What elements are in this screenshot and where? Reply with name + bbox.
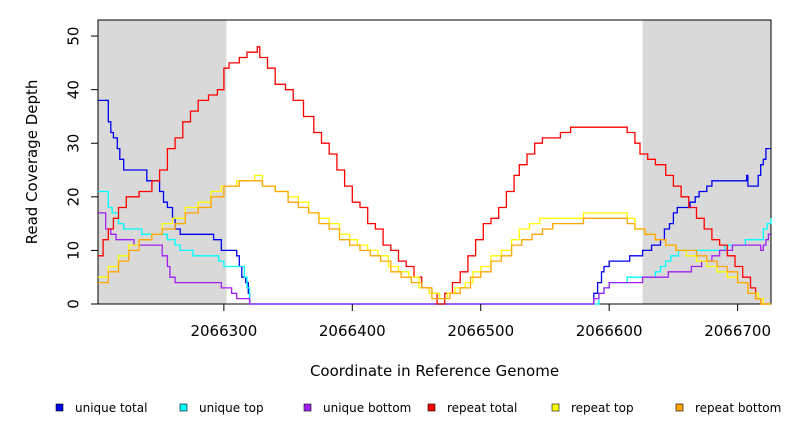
y-tick-label: 30: [65, 134, 83, 153]
series-lines: [98, 46, 772, 305]
shaded-region-1: [98, 20, 227, 304]
y-axis: 0 10 20 30 40 50: [65, 27, 98, 309]
legend-label-unique-top: unique top: [199, 401, 264, 415]
y-tick-label: 0: [65, 299, 83, 309]
y-tick-label: 10: [65, 241, 83, 260]
legend-label-unique-bottom: unique bottom: [323, 401, 411, 415]
x-axis: 2066300 2066400 2066500 2066600 2066700: [190, 304, 771, 340]
x-axis-label: Coordinate in Reference Genome: [310, 362, 559, 380]
legend-swatch-unique-total: [55, 403, 64, 412]
shaded-regions: [98, 20, 771, 304]
legend-label-unique-total: unique total: [75, 401, 147, 415]
x-tick-label: 2066700: [704, 322, 771, 340]
series-line-unique-total: [98, 99, 771, 305]
legend-swatch-repeat-total: [427, 403, 436, 412]
legend-label-repeat-total: repeat total: [447, 401, 517, 415]
series-line-repeat-bottom: [98, 180, 771, 305]
x-tick-label: 2066500: [447, 322, 514, 340]
legend-swatch-repeat-top: [551, 403, 560, 412]
series-line-unique-bottom: [98, 212, 771, 305]
y-axis-label: Read Coverage Depth: [23, 80, 41, 245]
y-tick-label: 50: [65, 27, 83, 46]
y-tick-label: 40: [65, 80, 83, 99]
legend-label-repeat-top: repeat top: [571, 401, 634, 415]
x-tick-label: 2066400: [319, 322, 386, 340]
y-tick-label: 20: [65, 187, 83, 206]
legend-swatch-repeat-bottom: [675, 403, 684, 412]
legend-swatch-unique-top: [179, 403, 188, 412]
x-tick-label: 2066600: [576, 322, 643, 340]
legend: unique total unique top unique bottom repea…: [55, 401, 781, 415]
legend-label-repeat-bottom: repeat bottom: [695, 401, 781, 415]
x-tick-label: 2066300: [190, 322, 257, 340]
legend-swatch-unique-bottom: [303, 403, 312, 412]
